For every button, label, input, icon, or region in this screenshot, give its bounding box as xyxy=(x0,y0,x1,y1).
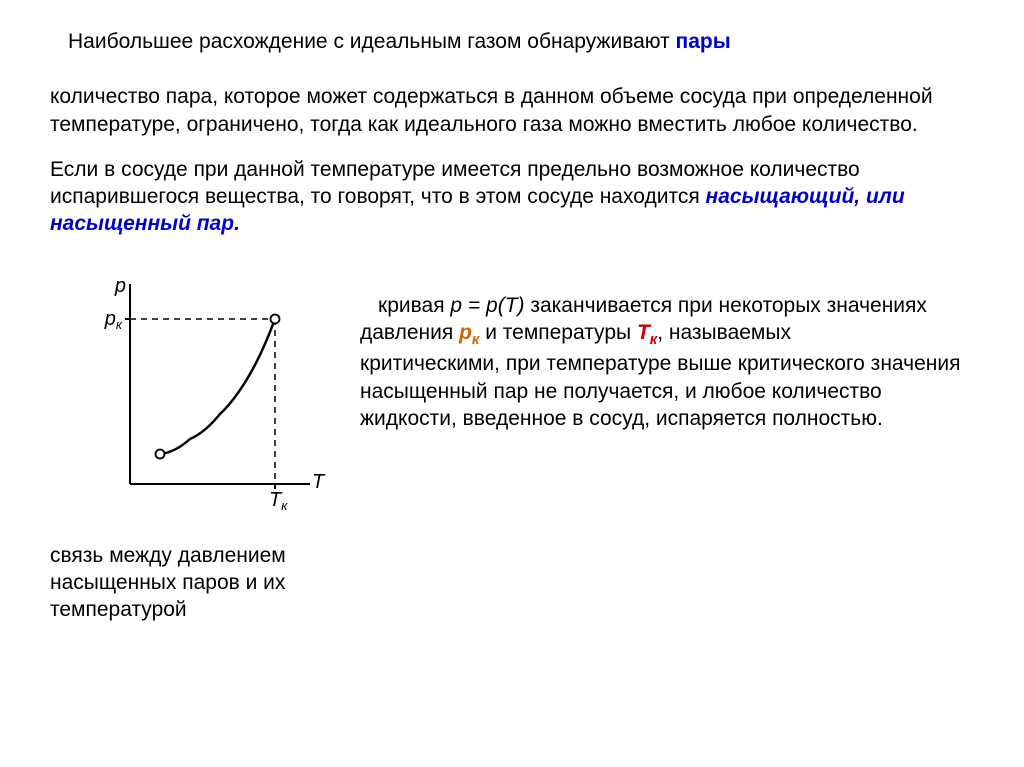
r-seg3: и температуры xyxy=(479,321,637,344)
r-tk: T xyxy=(637,321,650,344)
right-text: кривая p = p(T) заканчивается при некото… xyxy=(360,256,974,624)
paragraph-1: количество пара, которое может содержать… xyxy=(50,83,974,138)
r-curve: p = p(T) xyxy=(450,294,524,317)
svg-text:Tк: Tк xyxy=(269,489,288,513)
r-seg4: , называемых xyxy=(657,321,791,344)
svg-text:pк: pк xyxy=(104,308,123,332)
heading-text: Наибольшее расхождение с идеальным газом… xyxy=(68,30,676,53)
heading-line: Наибольшее расхождение с идеальным газом… xyxy=(68,28,974,55)
chart-p-of-T: p pк T Tк xyxy=(80,264,350,524)
chart-caption: связь между давлением насыщенных паров и… xyxy=(50,542,340,624)
r-pk: p xyxy=(459,321,472,344)
svg-text:T: T xyxy=(312,471,326,493)
paragraph-2: Если в сосуде при данной температуре име… xyxy=(50,156,974,238)
r-seg5: критическими, при температуре выше крити… xyxy=(360,352,960,430)
svg-text:p: p xyxy=(114,275,126,297)
r-seg1: кривая xyxy=(378,294,450,317)
heading-highlight: пары xyxy=(676,30,731,53)
